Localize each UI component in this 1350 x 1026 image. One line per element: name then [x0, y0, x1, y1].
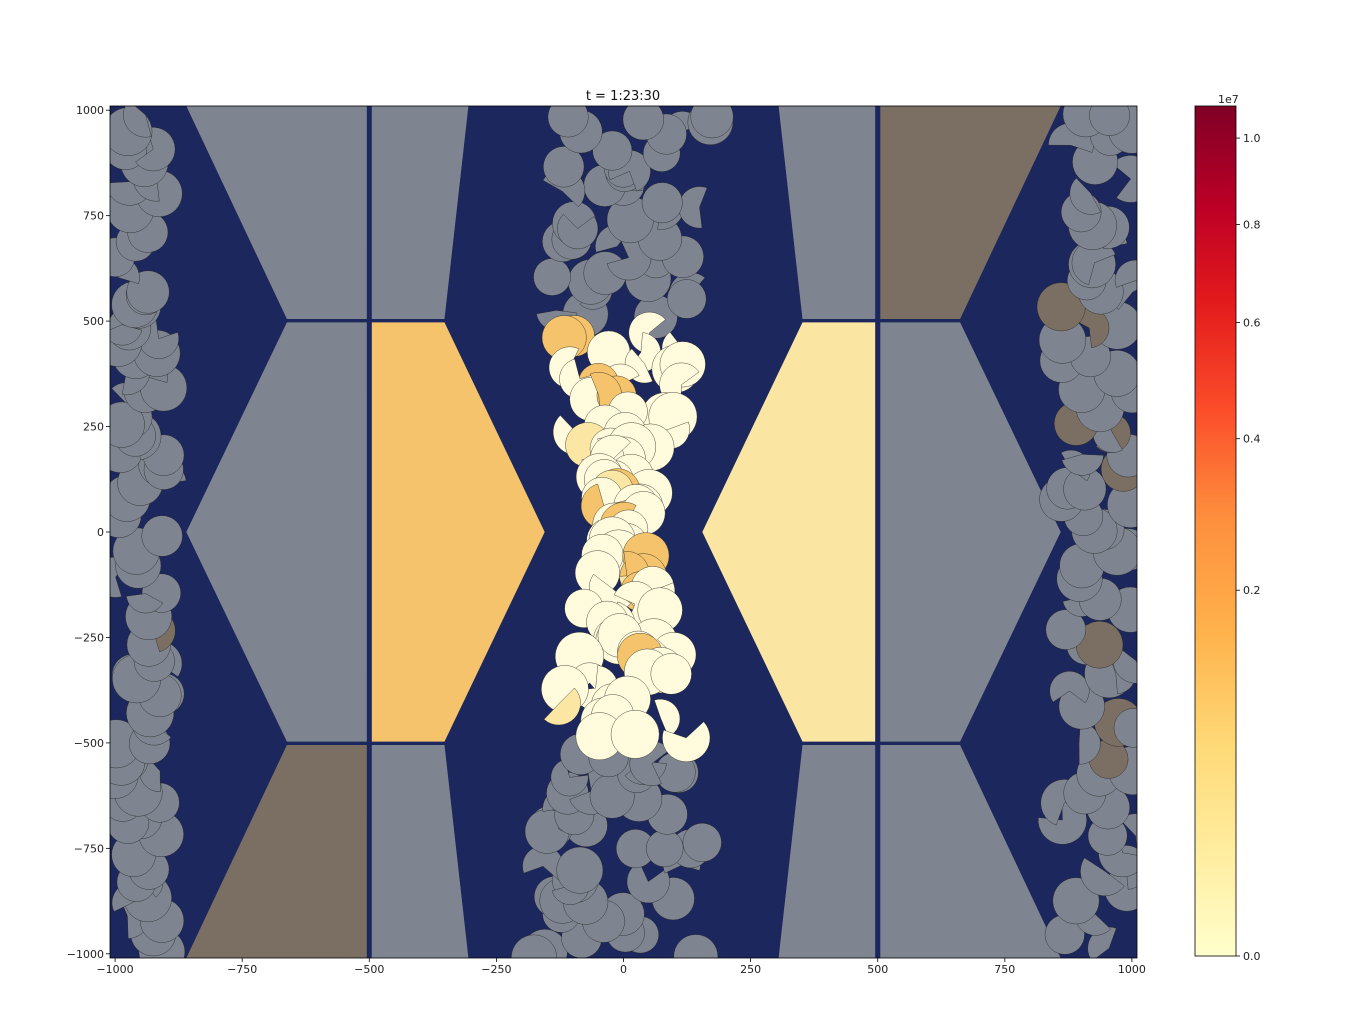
floe [1089, 106, 1130, 136]
y-tick-label: 500 [83, 315, 104, 328]
floe [543, 146, 585, 188]
panel-left-orange [371, 322, 545, 742]
floe [1049, 671, 1090, 704]
chart-title: t = 1:23:30 [586, 89, 660, 104]
floe [1114, 259, 1137, 288]
floe [1052, 877, 1100, 925]
colorbar-tick-label: 0.0 [1243, 950, 1261, 963]
colorbar-multiplier: 1e7 [1218, 93, 1239, 106]
floe [1061, 454, 1104, 476]
y-tick-label: 0 [97, 526, 104, 539]
floe [511, 934, 557, 958]
floe [650, 653, 692, 695]
colorbar-tick-label: 0.2 [1243, 584, 1261, 597]
panel-right-gray-1 [880, 106, 1061, 319]
y-tick-label: −1000 [67, 948, 104, 961]
floe [626, 861, 670, 904]
panels-layer [186, 106, 1061, 958]
y-tick-label: −250 [74, 631, 104, 644]
floe [110, 324, 143, 346]
colorbar-tick-label: 0.4 [1243, 433, 1261, 446]
x-tick-label: 750 [994, 963, 1015, 976]
panel-center-bottom-gray [371, 745, 469, 958]
floe [1080, 857, 1125, 897]
panel-right-gray-2 [880, 322, 1061, 742]
floe [1112, 155, 1137, 203]
colorbar-tick-label: 0.8 [1243, 218, 1261, 231]
floe [1069, 177, 1102, 215]
panel-right-gray-3 [880, 745, 1061, 958]
y-tick-label: −500 [74, 737, 104, 750]
colorbar: 1e7 0.0 0.2 0.4 0.6 0.8 1.0 [1194, 93, 1261, 963]
panel-right-bottom-gray [778, 745, 876, 958]
panel-right-top-gray [778, 106, 876, 319]
x-tick-label: 0 [620, 963, 627, 976]
y-axis: 1000 750 500 250 0 −250 −500 −750 −1000 [67, 104, 110, 961]
floe [1113, 708, 1137, 748]
floe [673, 934, 719, 958]
x-tick-label: −750 [227, 963, 257, 976]
x-axis: −1000 −750 −500 −250 0 250 500 750 1000 [96, 958, 1146, 976]
x-tick-label: −250 [481, 963, 511, 976]
floe [662, 721, 711, 762]
floe [126, 593, 163, 614]
floe [682, 823, 722, 863]
panel-left-gray-2 [186, 322, 367, 742]
x-tick-label: 250 [740, 963, 761, 976]
floes-layer [110, 106, 1137, 958]
floe [135, 127, 176, 172]
colorbar-gradient [1194, 105, 1237, 957]
y-tick-label: 250 [83, 421, 104, 434]
panel-right-yellow [702, 322, 876, 742]
floe [547, 106, 589, 138]
x-tick-label: −500 [354, 963, 384, 976]
floe [556, 846, 604, 894]
panel-left-gray-3 [186, 745, 367, 958]
floe [641, 182, 683, 224]
y-tick-label: −750 [74, 842, 104, 855]
floe [533, 258, 571, 296]
floe [690, 106, 734, 139]
colorbar-ticks: 0.0 0.2 0.4 0.6 0.8 1.0 [1236, 132, 1261, 963]
floe [141, 515, 183, 557]
floe [646, 829, 684, 868]
panel-left-gray-1 [186, 106, 367, 319]
floe [610, 710, 660, 759]
plot-area [110, 106, 1137, 958]
floe [123, 106, 152, 138]
x-tick-label: −1000 [96, 963, 133, 976]
x-tick-label: 500 [867, 963, 888, 976]
floe [622, 106, 664, 141]
panel-center-top-gray [371, 106, 469, 319]
y-tick-label: 1000 [76, 104, 104, 117]
floe [110, 401, 145, 448]
y-tick-label: 750 [83, 210, 104, 223]
floe [667, 279, 707, 319]
floe [592, 130, 633, 171]
colorbar-tick-label: 0.6 [1243, 316, 1261, 329]
colorbar-tick-label: 1.0 [1243, 132, 1261, 145]
x-tick-label: 1000 [1118, 963, 1146, 976]
floe [1045, 609, 1087, 650]
floe [543, 687, 581, 726]
floe [550, 759, 589, 797]
floe [557, 213, 599, 250]
